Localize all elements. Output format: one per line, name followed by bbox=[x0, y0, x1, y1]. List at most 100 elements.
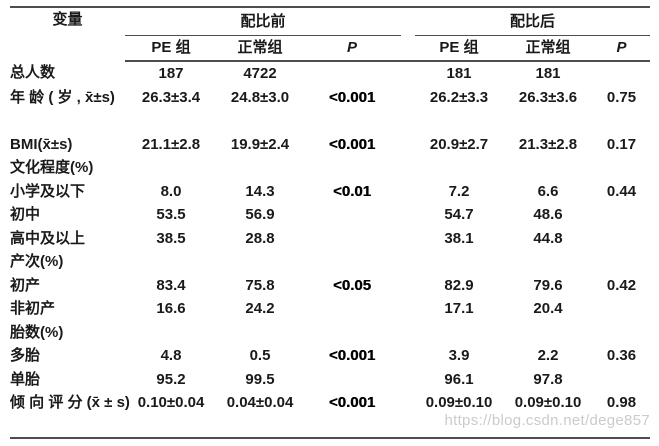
cell-value: 38.1 bbox=[444, 229, 474, 247]
cell-value: 20.4 bbox=[533, 300, 563, 317]
p-value bbox=[303, 297, 401, 321]
cell-value: 2.2 bbox=[537, 347, 559, 364]
cell-value: 14.3 bbox=[245, 182, 275, 200]
table-row-primary-or-below: 小学及以下 8.0 14.3 <0.01 7.2 6.6 0.44 bbox=[10, 180, 650, 204]
row-label: 年 龄 ( 岁 , x̄±s) bbox=[10, 88, 115, 106]
table-row-age: 年 龄 ( 岁 , x̄±s) 26.3±3.4 24.8±3.0 <0.001… bbox=[10, 86, 650, 133]
cell-value: 181 bbox=[535, 65, 561, 82]
row-label: 小学及以下 bbox=[10, 182, 86, 200]
group-header-after-matching: 配比后 bbox=[415, 7, 651, 36]
p-value: 0.44 bbox=[606, 182, 637, 200]
cell-value: 0.5 bbox=[249, 347, 271, 364]
col-header-variable: 变量 bbox=[52, 11, 83, 28]
row-label: 初产 bbox=[10, 276, 41, 294]
table-row-fetus-number-group: 胎数(%) bbox=[10, 321, 650, 345]
table-row-high-school-or-above: 高中及以上 38.5 28.8 38.1 44.8 bbox=[10, 227, 650, 251]
p-value bbox=[593, 227, 650, 251]
cell-value: 3.9 bbox=[448, 347, 470, 364]
cell-value: 6.6 bbox=[537, 182, 559, 200]
table-row-non-primiparous: 非初产 16.6 24.2 17.1 20.4 bbox=[10, 297, 650, 321]
cell-value: 26.2±3.3 bbox=[429, 88, 489, 106]
col-header-pe-group-after: PE 组 bbox=[415, 35, 504, 62]
table-row-bmi: BMI(x̄±s) 21.1±2.8 19.9±2.4 <0.001 20.9±… bbox=[10, 133, 650, 157]
p-value: <0.01 bbox=[333, 182, 371, 200]
table-row-education-group: 文化程度(%) bbox=[10, 156, 650, 180]
cell-value: 187 bbox=[158, 65, 184, 82]
col-header-pe-group-before: PE 组 bbox=[125, 35, 217, 62]
p-value: 0.42 bbox=[606, 276, 637, 294]
row-label: 非初产 bbox=[10, 300, 56, 317]
group-header-before-matching: 配比前 bbox=[125, 7, 402, 36]
row-label: 文化程度(%) bbox=[10, 159, 94, 176]
cell-value: 26.3±3.6 bbox=[518, 88, 578, 106]
cell-value: 4.8 bbox=[160, 347, 182, 364]
cell-value: 96.1 bbox=[444, 370, 474, 388]
cell-value: 16.6 bbox=[156, 300, 186, 317]
cell-value: 21.1±2.8 bbox=[141, 135, 201, 153]
row-label: 单胎 bbox=[10, 370, 41, 388]
cell-value: 0.04±0.04 bbox=[226, 394, 294, 411]
p-value bbox=[593, 61, 650, 86]
p-value bbox=[303, 61, 401, 86]
cell-value: 20.9±2.7 bbox=[429, 135, 489, 153]
p-value bbox=[303, 368, 401, 392]
table-row-parity-group: 产次(%) bbox=[10, 250, 650, 274]
col-header-p-after: P bbox=[593, 35, 651, 62]
cell-value: 95.2 bbox=[156, 370, 186, 388]
cell-value: 0.10±0.04 bbox=[137, 394, 205, 411]
baseline-characteristics-table: 变量 配比前 配比后 PE 组 正常组 P PE 组 正常组 P 总人数 187… bbox=[10, 6, 651, 439]
cell-value: 21.3±2.8 bbox=[518, 135, 578, 153]
cell-value: 48.6 bbox=[533, 206, 563, 223]
col-header-normal-group-before: 正常组 bbox=[217, 35, 303, 62]
row-label: 产次(%) bbox=[10, 253, 64, 270]
cell-value: 56.9 bbox=[245, 206, 275, 223]
cell-value: 24.8±3.0 bbox=[230, 88, 290, 106]
p-value: <0.001 bbox=[328, 135, 376, 153]
column-gap bbox=[401, 7, 416, 62]
table-row-propensity-score: 倾 向 评 分 (x̄ ± s) 0.10±0.04 0.04±0.04 <0.… bbox=[10, 391, 650, 438]
cell-value: 99.5 bbox=[245, 370, 275, 388]
cell-value: 54.7 bbox=[444, 206, 474, 223]
row-label: BMI(x̄±s) bbox=[10, 135, 73, 153]
cell-value: 17.1 bbox=[444, 300, 474, 317]
p-value: <0.001 bbox=[328, 88, 376, 106]
col-header-p-before: P bbox=[303, 35, 402, 62]
cell-value: 75.8 bbox=[245, 276, 275, 294]
cell-value: 26.3±3.4 bbox=[141, 88, 201, 106]
cell-value: 28.8 bbox=[245, 229, 275, 247]
p-value bbox=[303, 227, 401, 251]
row-label: 多胎 bbox=[10, 347, 41, 364]
p-value: 0.98 bbox=[606, 394, 637, 411]
cell-value: 7.2 bbox=[448, 182, 470, 200]
table-row-singleton: 单胎 95.2 99.5 96.1 97.8 bbox=[10, 368, 650, 392]
row-label: 总人数 bbox=[10, 64, 56, 81]
cell-value: 38.5 bbox=[156, 229, 186, 247]
p-value bbox=[303, 203, 401, 227]
table-row-middle-school: 初中 53.5 56.9 54.7 48.6 bbox=[10, 203, 650, 227]
table-row-primiparous: 初产 83.4 75.8 <0.05 82.9 79.6 0.42 bbox=[10, 274, 650, 298]
cell-value: 82.9 bbox=[444, 276, 474, 294]
cell-value: 8.0 bbox=[160, 182, 182, 200]
table-header: 变量 配比前 配比后 PE 组 正常组 P PE 组 正常组 P bbox=[10, 7, 651, 62]
p-value: 0.36 bbox=[606, 347, 637, 364]
col-header-normal-group-after: 正常组 bbox=[503, 35, 594, 62]
cell-value: 83.4 bbox=[156, 276, 186, 294]
p-value: 0.17 bbox=[606, 135, 637, 153]
table-row-total: 总人数 187 4722 181 181 bbox=[10, 61, 650, 86]
cell-value: 53.5 bbox=[156, 206, 186, 223]
cell-value: 0.09±0.10 bbox=[425, 394, 493, 411]
cell-value: 4722 bbox=[243, 65, 277, 82]
cell-value: 19.9±2.4 bbox=[230, 135, 290, 153]
row-label: 初中 bbox=[10, 206, 41, 223]
row-label: 高中及以上 bbox=[10, 229, 86, 247]
row-label: 倾 向 评 分 (x̄ ± s) bbox=[10, 394, 130, 411]
csdn-watermark-url: https://blog.csdn.net/dege857 bbox=[444, 412, 650, 429]
p-value: <0.05 bbox=[333, 276, 371, 294]
row-label: 胎数(%) bbox=[10, 323, 64, 341]
p-value bbox=[593, 297, 650, 321]
p-value: <0.001 bbox=[328, 394, 376, 411]
cell-value: 181 bbox=[446, 65, 472, 82]
cell-value: 44.8 bbox=[533, 229, 563, 247]
cell-value: 0.09±0.10 bbox=[514, 394, 582, 411]
